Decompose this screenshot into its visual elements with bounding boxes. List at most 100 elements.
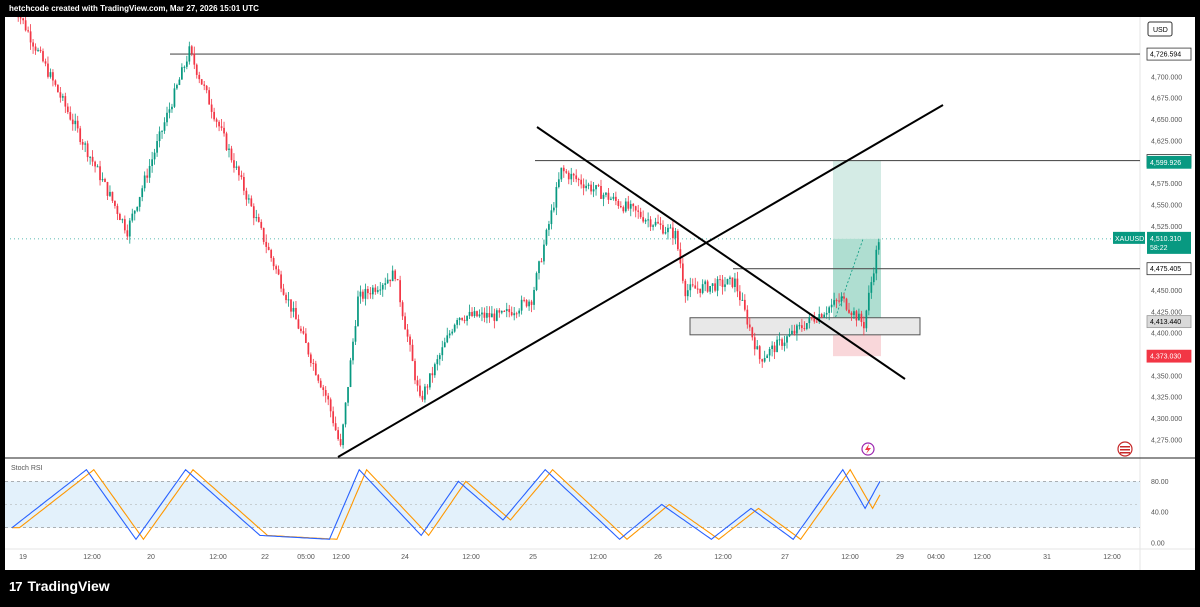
candle-up: [612, 196, 615, 199]
candle-up: [669, 227, 672, 229]
candle-down: [510, 312, 513, 316]
candle-up: [741, 299, 744, 301]
candle-up: [456, 320, 459, 325]
candle-down: [681, 263, 684, 281]
candle-up: [491, 313, 493, 318]
candle-down: [855, 311, 858, 321]
candle-up: [763, 358, 766, 362]
candle-up: [178, 79, 181, 85]
candle-down: [76, 120, 79, 129]
price-tag-label: 4,373.030: [1150, 354, 1181, 361]
candle-down: [123, 219, 126, 231]
time-tick-label: 20: [147, 554, 155, 561]
us-flag-stripe: [1120, 449, 1130, 451]
candle-down: [565, 171, 568, 173]
candle-down: [426, 386, 429, 388]
candle-up: [788, 334, 791, 337]
candle-down: [307, 342, 310, 355]
candle-down: [190, 46, 193, 54]
candle-down: [24, 20, 27, 31]
candle-up: [602, 194, 605, 199]
candle-down: [106, 181, 109, 196]
time-axis: 19 12:00 20 12:00 22 05:00 12:00 24 12:00 25 12:00…: [19, 554, 1121, 561]
tradingview-logo-mark: 17: [9, 578, 23, 594]
candle-up: [543, 244, 545, 262]
candle-down: [748, 324, 751, 328]
candle-down: [47, 63, 49, 77]
candle-up: [228, 148, 230, 150]
candle-up: [629, 203, 632, 209]
candle-down: [314, 363, 317, 376]
candle-up: [436, 359, 439, 365]
price-tag-label: 4,413.440: [1150, 319, 1181, 326]
currency-label: USD: [1153, 27, 1168, 34]
candle-up: [560, 167, 563, 180]
candle-down: [746, 309, 749, 325]
candle-down: [225, 133, 228, 150]
time-tick-label: 24: [401, 554, 409, 561]
candle-down: [523, 299, 525, 301]
candle-up: [533, 289, 535, 305]
time-tick-label: 29: [896, 554, 904, 561]
candle-down: [29, 31, 32, 43]
candle-down: [721, 279, 724, 287]
candle-down: [843, 296, 845, 299]
candle-up: [689, 284, 692, 291]
chart-canvas[interactable]: Stoch RSI 80.00 40.00 0.00 4,700.000 4,675.0…: [5, 17, 1195, 570]
candle-down: [719, 279, 721, 281]
candle-down: [52, 72, 54, 81]
candle-down: [213, 111, 215, 120]
candle-down: [34, 46, 37, 51]
candle-up: [468, 311, 471, 316]
price-tag-label: 4,475.405: [1150, 266, 1181, 273]
candle-down: [126, 230, 129, 237]
chart-panel[interactable]: Stoch RSI 80.00 40.00 0.00 4,700.000 4,675.0…: [5, 17, 1195, 570]
candle-down: [215, 119, 218, 122]
candle-down: [860, 313, 863, 322]
candle-down: [42, 51, 44, 62]
candle-up: [592, 189, 595, 192]
candle-down: [374, 287, 377, 292]
trendline-drawings: [337, 104, 944, 458]
candle-down: [619, 205, 622, 208]
candle-down: [699, 288, 702, 293]
rsi-d-line: [12, 468, 881, 541]
candle-up: [729, 277, 731, 279]
candle-up: [141, 188, 144, 198]
candle-up: [495, 310, 498, 321]
candle-down: [736, 278, 739, 292]
candle-up: [185, 61, 188, 67]
candle-up: [133, 210, 136, 214]
candle-up: [605, 192, 607, 195]
time-tick-label: 22: [261, 554, 269, 561]
candle-up: [381, 284, 384, 290]
price-tag-bg: [1146, 47, 1192, 61]
candle-up: [424, 386, 426, 400]
candle-up: [344, 402, 347, 425]
candle-up: [181, 67, 183, 80]
candle-up: [500, 311, 503, 313]
price-tag-bg: [1146, 349, 1192, 363]
candle-down: [639, 211, 642, 218]
candle-down: [530, 301, 533, 305]
candle-up: [833, 300, 835, 305]
candle-up: [664, 232, 667, 234]
price-tick-label: 4,575.000: [1151, 181, 1182, 188]
position-path: [832, 239, 864, 325]
price-tick-label: 4,450.000: [1151, 288, 1182, 295]
candle-down: [332, 411, 335, 424]
candle-up: [877, 242, 880, 250]
price-tags: 4,726.5944,601.9454,599.9264,475.4054,41…: [1113, 47, 1192, 363]
candle-down: [739, 291, 741, 301]
candle-down: [270, 249, 273, 259]
price-tick-label: 4,325.000: [1151, 395, 1182, 402]
price-tick-label: 4,700.000: [1151, 74, 1182, 81]
candle-up: [156, 141, 158, 153]
symbol-label: XAUUSD: [1115, 236, 1144, 243]
candle-down: [761, 359, 764, 362]
candle-down: [54, 80, 57, 85]
candle-up: [875, 249, 878, 274]
candles-layer: [17, 17, 880, 449]
candle-down: [803, 328, 806, 330]
candle-down: [300, 328, 302, 332]
